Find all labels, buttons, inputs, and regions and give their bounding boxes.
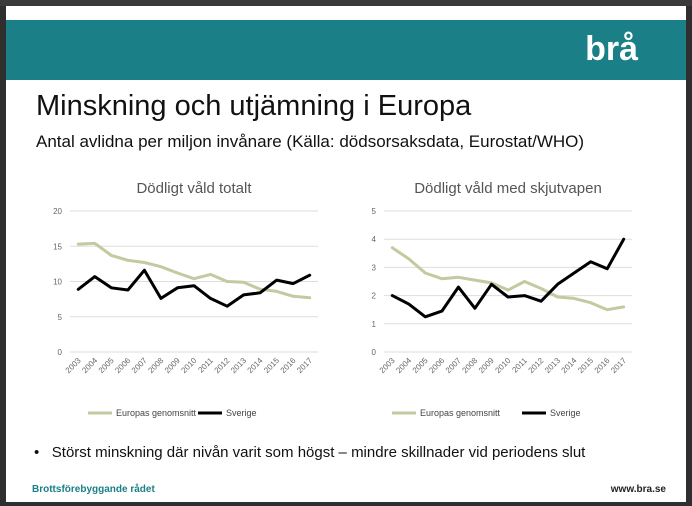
bullet-dot-icon: • [34, 444, 52, 461]
slide-subtitle: Antal avlidna per miljon invånare (Källa… [36, 132, 585, 151]
x-tick-label: 2008 [146, 356, 165, 375]
series-line-europe [390, 246, 626, 312]
y-tick-label: 1 [372, 320, 377, 329]
x-tick-label: 2004 [80, 356, 99, 375]
y-tick-label: 0 [58, 348, 63, 357]
window-frame [0, 0, 692, 6]
x-tick-label: 2014 [246, 356, 265, 375]
x-tick-label: 2009 [163, 356, 182, 375]
chart-title: Dödligt våld totalt [136, 180, 252, 197]
x-tick-label: 2016 [593, 356, 612, 375]
legend-label: Europas genomsnitt [116, 408, 197, 418]
header-bar: brå [6, 20, 686, 80]
x-tick-label: 2015 [262, 356, 281, 375]
y-tick-label: 5 [58, 313, 63, 322]
y-tick-label: 4 [372, 235, 377, 244]
chart-firearm-violence: Dödligt våld med skjutvapen0123452003200… [372, 180, 632, 418]
x-tick-label: 2004 [394, 356, 413, 375]
x-tick-label: 2012 [527, 356, 546, 375]
x-tick-label: 2011 [196, 356, 215, 375]
bullet-point: • Störst minskning där nivån varit som h… [34, 444, 585, 461]
x-tick-label: 2007 [444, 356, 463, 375]
footer-website: www.bra.se [610, 484, 666, 495]
x-tick-label: 2006 [113, 356, 132, 375]
series-line-sweden [390, 237, 626, 319]
y-tick-label: 2 [372, 292, 377, 301]
legend-label: Sverige [550, 408, 581, 418]
legend-label: Sverige [226, 408, 257, 418]
x-tick-label: 2006 [427, 356, 446, 375]
slide-title: Minskning och utjämning i Europa [36, 90, 472, 122]
x-tick-label: 2017 [609, 356, 628, 375]
y-tick-label: 10 [53, 278, 62, 287]
y-tick-label: 0 [372, 348, 377, 357]
x-tick-label: 2015 [576, 356, 595, 375]
x-tick-label: 2016 [279, 356, 298, 375]
x-tick-label: 2014 [560, 356, 579, 375]
x-tick-label: 2005 [97, 356, 116, 375]
y-tick-label: 15 [53, 242, 62, 251]
chart-total-violence: Dödligt våld totalt051015202003200420052… [53, 180, 318, 418]
x-tick-label: 2007 [130, 356, 149, 375]
y-tick-label: 20 [53, 207, 62, 216]
bra-logo: brå [585, 30, 638, 68]
x-tick-label: 2005 [411, 356, 430, 375]
footer-organization: Brottsförebyggande rådet [32, 484, 155, 495]
legend-label: Europas genomsnitt [420, 408, 501, 418]
x-tick-label: 2009 [477, 356, 496, 375]
y-tick-label: 5 [372, 207, 377, 216]
chart-title: Dödligt våld med skjutvapen [414, 180, 602, 197]
bullet-text: Störst minskning där nivån varit som hög… [51, 444, 586, 461]
series-line-sweden [76, 268, 312, 308]
x-tick-label: 2008 [460, 356, 479, 375]
x-tick-label: 2010 [493, 356, 512, 375]
series-line-europe [76, 241, 312, 300]
x-tick-label: 2013 [543, 356, 562, 375]
x-tick-label: 2011 [510, 356, 529, 375]
slide: brå Minskning och utjämning i Europa Ant… [6, 6, 686, 502]
x-tick-label: 2003 [64, 356, 83, 375]
y-tick-label: 3 [372, 263, 377, 272]
x-tick-label: 2012 [213, 356, 232, 375]
x-tick-label: 2010 [179, 356, 198, 375]
x-tick-label: 2017 [295, 356, 314, 375]
x-tick-label: 2003 [378, 356, 397, 375]
x-tick-label: 2013 [229, 356, 248, 375]
